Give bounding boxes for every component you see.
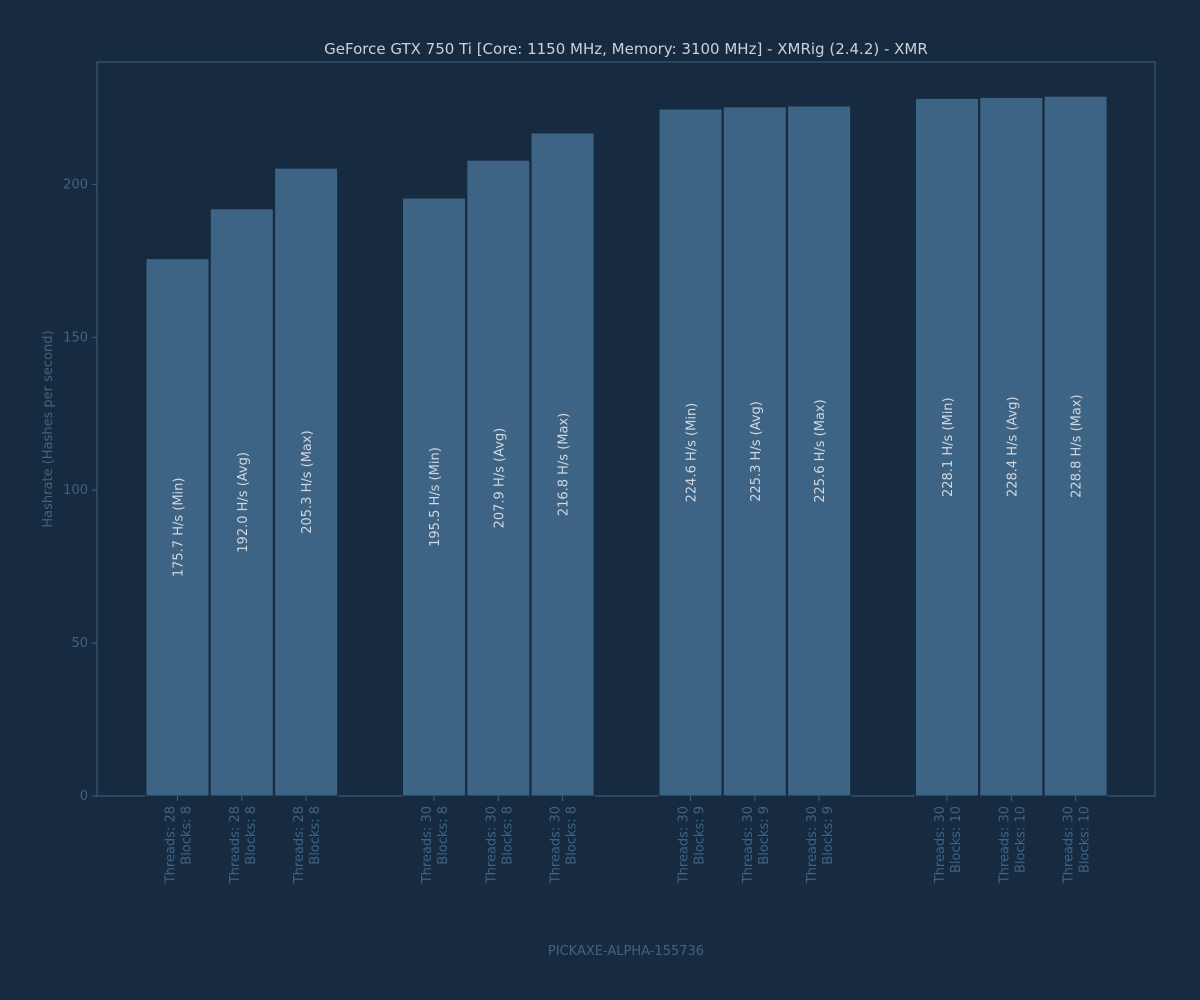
bar <box>145 258 210 797</box>
bar-value-labels: 175.7 H/s (Min) 192.0 H/s (Avg) 205.3 H/s … <box>172 394 1085 577</box>
x-tick-label-line: Blocks: 8 <box>436 806 451 865</box>
x-tick-label-line: Threads: 30 <box>997 806 1012 884</box>
x-tick-label-line: Blocks: 8 <box>308 806 323 865</box>
bar <box>530 132 595 797</box>
bar-value-label: 228.8 H/s (Max) <box>1070 394 1085 497</box>
x-tick-label: Threads: 30 Blocks: 9 <box>805 806 836 884</box>
bar-value-label: 205.3 H/s (Max) <box>300 430 315 533</box>
x-tick-label-line: Blocks: 8 <box>500 806 515 865</box>
x-tick-label-line: Threads: 30 <box>484 806 499 884</box>
bar <box>722 106 787 797</box>
x-tick-label-line: Blocks: 10 <box>1078 806 1093 873</box>
bar-value-label: 225.3 H/s (Avg) <box>749 401 764 502</box>
x-tick-label-line: Blocks: 8 <box>180 806 195 865</box>
x-tick-label-line: Threads: 28 <box>292 806 307 884</box>
bar-value-label: 224.6 H/s (Min) <box>685 403 700 503</box>
bar <box>402 197 466 797</box>
x-tick-label: Threads: 30 Blocks: 10 <box>933 806 964 884</box>
x-tick-label-line: Threads: 30 <box>677 806 692 884</box>
x-axis-label: PICKAXE-ALPHA-155736 <box>548 944 704 959</box>
x-tick-label-line: Blocks: 9 <box>693 806 708 865</box>
x-tick-label-line: Blocks: 9 <box>757 806 772 865</box>
bar-value-label: 207.9 H/s (Avg) <box>492 428 507 529</box>
bar-value-label: 225.6 H/s (Max) <box>813 399 828 502</box>
x-tick-label-line: Blocks: 8 <box>565 806 580 865</box>
bar <box>274 167 339 797</box>
x-tick-label: Threads: 28 Blocks: 8 <box>164 806 195 884</box>
y-tick-label: 0 <box>80 789 88 804</box>
y-tick-label: 150 <box>63 330 88 345</box>
y-tick-label: 100 <box>63 483 88 498</box>
bar <box>915 97 979 797</box>
x-tick-label: Threads: 30 Blocks: 8 <box>484 806 515 884</box>
plot-area-frame <box>96 61 1156 797</box>
x-tick-label: Threads: 30 Blocks: 9 <box>677 806 708 884</box>
bar <box>979 96 1044 797</box>
x-tick-label-line: Threads: 30 <box>549 806 564 884</box>
bar-value-label: 195.5 H/s (Min) <box>428 447 443 547</box>
bar <box>209 208 274 797</box>
x-tick-label: Threads: 30 Blocks: 10 <box>1062 806 1093 884</box>
x-axis: Threads: 28 Blocks: 8 Threads: 28 Blocks: 8… <box>164 796 1093 884</box>
bar <box>658 108 723 797</box>
x-tick-label: Threads: 30 Blocks: 8 <box>549 806 580 884</box>
chart-title: GeForce GTX 750 Ti [Core: 1150 MHz, Memo… <box>324 40 928 58</box>
x-tick-label-line: Blocks: 10 <box>1013 806 1028 873</box>
x-tick-label-line: Blocks: 8 <box>244 806 259 865</box>
bar-series <box>145 95 1108 797</box>
bar-value-label: 175.7 H/s (Min) <box>172 478 187 578</box>
bar-value-label: 192.0 H/s (Avg) <box>236 452 251 553</box>
x-tick-label: Threads: 28 Blocks: 8 <box>292 806 323 884</box>
x-tick-label-line: Blocks: 9 <box>821 806 836 865</box>
y-axis-label: Hashrate (Hashes per second) <box>41 330 56 527</box>
x-tick-label-line: Threads: 30 <box>741 806 756 884</box>
x-tick-label-line: Threads: 30 <box>420 806 435 884</box>
x-tick-label: Threads: 30 Blocks: 9 <box>741 806 772 884</box>
x-tick-label-line: Blocks: 10 <box>949 806 964 873</box>
bar <box>787 105 852 797</box>
x-tick-label-line: Threads: 28 <box>228 806 243 884</box>
bar-value-label: 228.1 H/s (Min) <box>941 397 956 497</box>
y-axis: 0 50 100 150 200 <box>63 177 97 804</box>
x-tick-label-line: Threads: 28 <box>164 806 179 884</box>
x-tick-label: Threads: 30 Blocks: 10 <box>997 806 1028 884</box>
x-tick-label: Threads: 28 Blocks: 8 <box>228 806 259 884</box>
bar-value-label: 228.4 H/s (Avg) <box>1005 396 1020 497</box>
x-tick-label-line: Threads: 30 <box>1062 806 1077 884</box>
bar-value-label: 216.8 H/s (Max) <box>557 413 572 516</box>
y-tick-label: 50 <box>71 636 88 651</box>
x-tick-label-line: Threads: 30 <box>805 806 820 884</box>
x-tick-label-line: Threads: 30 <box>933 806 948 884</box>
y-tick-label: 200 <box>63 177 88 192</box>
x-tick-label: Threads: 30 Blocks: 8 <box>420 806 451 884</box>
